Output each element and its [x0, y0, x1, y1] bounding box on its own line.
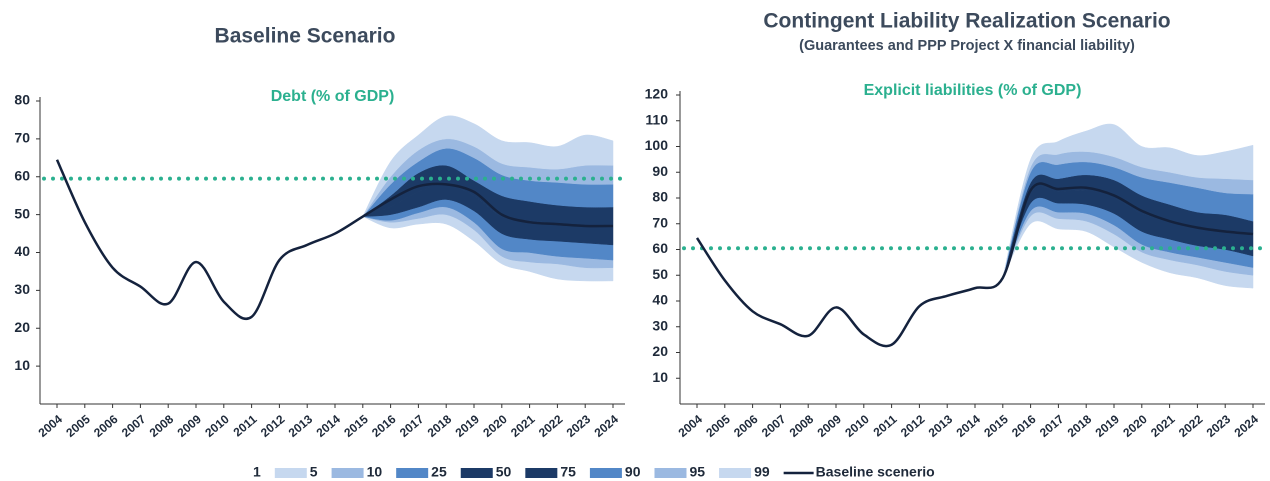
fan-band [1002, 123, 1254, 278]
y-tick-label: 40 [652, 292, 668, 308]
x-tick-label: 2012 [898, 412, 928, 440]
x-tick-label: 2014 [954, 412, 984, 440]
x-tick-label: 2017 [397, 412, 427, 440]
x-tick-label: 2023 [1204, 412, 1234, 440]
legend-label: 5 [310, 464, 318, 480]
baseline-line [55, 159, 614, 320]
legend-label: 90 [625, 464, 641, 480]
legend-swatch [589, 468, 622, 478]
y-tick-label: 10 [14, 357, 30, 373]
x-tick-label: 2019 [453, 412, 483, 440]
x-tick-label: 2022 [536, 412, 566, 440]
x-tick-label: 2016 [369, 412, 399, 440]
y-tick-label: 40 [14, 243, 30, 259]
x-tick-label: 2009 [175, 412, 205, 440]
x-tick-label: 2013 [926, 412, 956, 440]
x-tick-label: 2007 [759, 412, 789, 440]
x-tick-label: 2010 [842, 412, 872, 440]
x-tick-label: 2008 [147, 412, 177, 440]
legend-label: 75 [560, 464, 576, 480]
x-tick-label: 2014 [314, 412, 344, 440]
x-tick-label: 2005 [703, 412, 733, 440]
y-tick-label: 80 [14, 92, 30, 108]
legend-label: 1 [253, 464, 261, 480]
legend-label: 50 [496, 464, 512, 480]
plot-annotation: Debt (% of GDP) [271, 88, 395, 105]
x-tick-label: 2017 [1037, 412, 1067, 440]
x-tick-label: 2015 [341, 412, 371, 440]
x-tick-label: 2007 [119, 412, 149, 440]
baseline-line [695, 182, 1254, 348]
x-tick-label: 2022 [1176, 412, 1206, 440]
legend-label: Baseline scenerio [816, 464, 935, 480]
legend-swatch [218, 468, 250, 478]
y-tick-label: 30 [652, 317, 668, 333]
chart-title: Contingent Liability Realization Scenari… [763, 10, 1170, 33]
x-tick-label: 2018 [425, 412, 455, 440]
y-tick-label: 10 [652, 369, 668, 385]
y-tick-label: 110 [645, 111, 668, 127]
x-tick-label: 2006 [731, 412, 761, 440]
x-tick-label: 2024 [592, 412, 622, 440]
y-tick-label: 30 [14, 281, 30, 297]
x-tick-label: 2020 [1120, 412, 1150, 440]
x-tick-label: 2005 [63, 412, 93, 440]
legend-swatch [396, 468, 429, 478]
x-tick-label: 2012 [258, 412, 288, 440]
y-tick-label: 60 [652, 240, 668, 256]
x-tick-label: 2020 [480, 412, 510, 440]
x-tick-label: 2021 [508, 412, 538, 440]
x-tick-label: 2006 [91, 412, 121, 440]
chart-subtitle: (Guarantees and PPP Project X financial … [799, 38, 1135, 54]
chart-title: Baseline Scenario [215, 25, 396, 48]
fan-band [362, 115, 614, 217]
y-tick-label: 70 [652, 214, 668, 230]
x-tick-label: 2021 [1148, 412, 1178, 440]
y-tick-label: 50 [14, 205, 30, 221]
y-tick-label: 60 [14, 167, 30, 183]
x-tick-label: 2016 [1009, 412, 1039, 440]
x-tick-label: 2004 [676, 412, 706, 440]
legend-label: 95 [689, 464, 705, 480]
x-tick-label: 2010 [202, 412, 232, 440]
x-tick-label: 2015 [981, 412, 1011, 440]
y-tick-label: 20 [652, 343, 668, 359]
legend-label: 25 [431, 464, 447, 480]
y-tick-label: 70 [14, 130, 30, 146]
x-tick-label: 2009 [815, 412, 845, 440]
legend-swatch [331, 468, 364, 478]
x-tick-label: 2011 [871, 412, 900, 440]
plot-annotation: Explicit liabilities (% of GDP) [864, 82, 1082, 99]
x-tick-label: 2011 [231, 412, 260, 440]
x-tick-label: 2008 [787, 412, 817, 440]
legend-swatch [719, 468, 752, 478]
legend-label: 10 [367, 464, 383, 480]
legend-swatch [654, 468, 687, 478]
y-tick-label: 50 [652, 266, 668, 282]
y-tick-label: 120 [645, 86, 669, 102]
y-tick-label: 20 [14, 319, 30, 335]
legend-label: 99 [754, 464, 770, 480]
legend-swatch [460, 468, 493, 478]
x-tick-label: 2024 [1232, 412, 1262, 440]
x-tick-label: 2019 [1093, 412, 1123, 440]
legend-swatch [525, 468, 558, 478]
x-tick-label: 2018 [1065, 412, 1095, 440]
y-tick-label: 100 [645, 137, 669, 153]
legend-swatch [274, 468, 307, 478]
x-tick-label: 2013 [286, 412, 316, 440]
y-tick-label: 80 [652, 189, 668, 205]
x-tick-label: 2023 [564, 412, 594, 440]
y-tick-label: 90 [652, 163, 668, 179]
x-tick-label: 2004 [36, 412, 66, 440]
